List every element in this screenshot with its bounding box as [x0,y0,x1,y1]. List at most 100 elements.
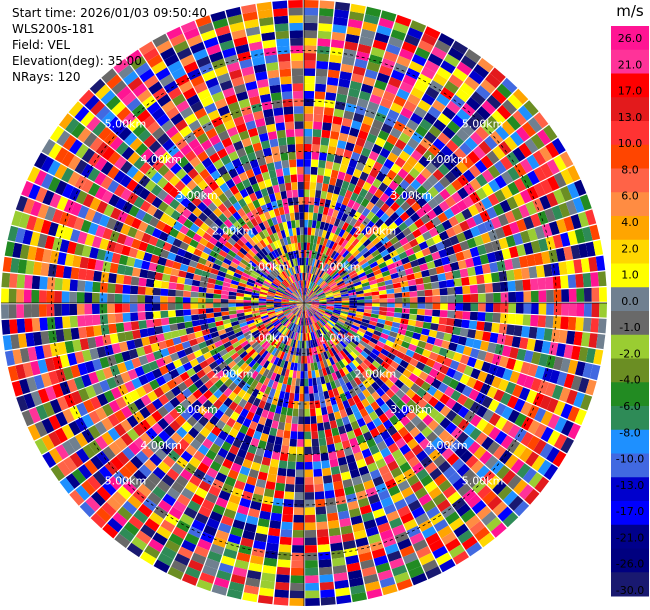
velocity-gate [426,336,436,345]
velocity-gate [93,325,102,337]
velocity-gate [299,296,304,303]
velocity-gate [223,218,233,228]
velocity-gate [78,89,95,106]
velocity-gate [183,315,192,322]
velocity-gate [304,499,315,508]
velocity-gate [307,234,311,243]
velocity-gate [507,280,516,292]
velocity-gate [281,262,287,271]
velocity-gate [207,191,218,202]
velocity-gate [312,274,317,283]
velocity-gate [213,293,222,299]
velocity-gate [341,295,350,299]
velocity-gate [236,265,245,272]
velocity-gate [83,399,95,413]
velocity-gate [49,250,60,264]
velocity-gate [305,318,308,326]
velocity-gate [455,88,470,103]
velocity-gate [356,296,365,300]
velocity-gate [424,342,434,352]
velocity-gate [585,209,597,226]
velocity-gate [310,332,314,340]
velocity-gate [396,55,411,68]
velocity-gate [130,276,140,286]
velocity-gate [318,306,326,310]
velocity-gate [362,315,371,321]
velocity-gate [257,197,266,207]
velocity-gate [216,324,225,332]
velocity-gate [229,445,240,456]
velocity-gate [324,342,331,351]
velocity-gate [217,32,233,44]
velocity-gate [209,511,223,523]
velocity-gate [287,322,293,330]
velocity-gate [180,106,194,119]
velocity-gate [412,244,422,254]
velocity-gate [408,60,424,73]
velocity-gate [459,240,470,251]
velocity-gate [305,545,318,553]
velocity-gate [469,427,482,441]
velocity-gate [249,95,261,106]
velocity-gate [318,319,325,327]
velocity-gate [403,450,416,462]
velocity-gate [334,1,351,12]
velocity-gate [138,277,147,287]
velocity-gate [486,386,498,399]
velocity-gate [384,186,395,197]
colorbar-segment [611,311,649,336]
velocity-gate [224,378,233,388]
velocity-gate [252,199,261,209]
velocity-gate [61,183,74,199]
velocity-gate [525,201,537,216]
velocity-gate [332,252,340,260]
velocity-gate [41,139,56,156]
velocity-gate [312,354,317,363]
velocity-gate [291,243,296,252]
velocity-gate [353,211,362,221]
velocity-gate [435,151,448,164]
velocity-gate [176,494,191,507]
velocity-gate [377,352,387,361]
velocity-gate [344,206,352,216]
velocity-gate [332,116,343,125]
velocity-gate [582,362,593,379]
velocity-gate [354,58,368,69]
velocity-gate [445,422,458,435]
velocity-gate [346,372,354,382]
velocity-gate [183,218,194,229]
velocity-gate [290,275,295,283]
velocity-gate [319,336,325,345]
velocity-gate [360,278,369,284]
velocity-gate [169,227,180,238]
velocity-gate [400,281,409,288]
velocity-gate [229,224,238,234]
velocity-gate [339,432,349,442]
velocity-gate [362,379,371,389]
velocity-gate [573,259,583,274]
velocity-gate [34,345,45,360]
velocity-gate [359,235,368,244]
velocity-gate [378,285,387,291]
velocity-gate [317,422,325,431]
velocity-gate [508,246,519,258]
velocity-gate [357,244,366,253]
velocity-gate [291,68,303,77]
velocity-gate [247,33,262,44]
velocity-gate [282,198,289,207]
velocity-gate [414,346,425,355]
velocity-gate [234,344,243,352]
velocity-gate [409,291,418,297]
velocity-gate [310,324,314,333]
velocity-gate [167,449,181,462]
velocity-gate [473,446,487,460]
velocity-gate [334,379,341,388]
velocity-gate [263,256,271,264]
velocity-gate [154,326,164,335]
velocity-gate [310,306,318,310]
velocity-gate [278,273,285,281]
velocity-gate [319,399,326,408]
velocity-gate [361,217,371,227]
velocity-gate [386,169,397,181]
velocity-gate [264,352,271,361]
